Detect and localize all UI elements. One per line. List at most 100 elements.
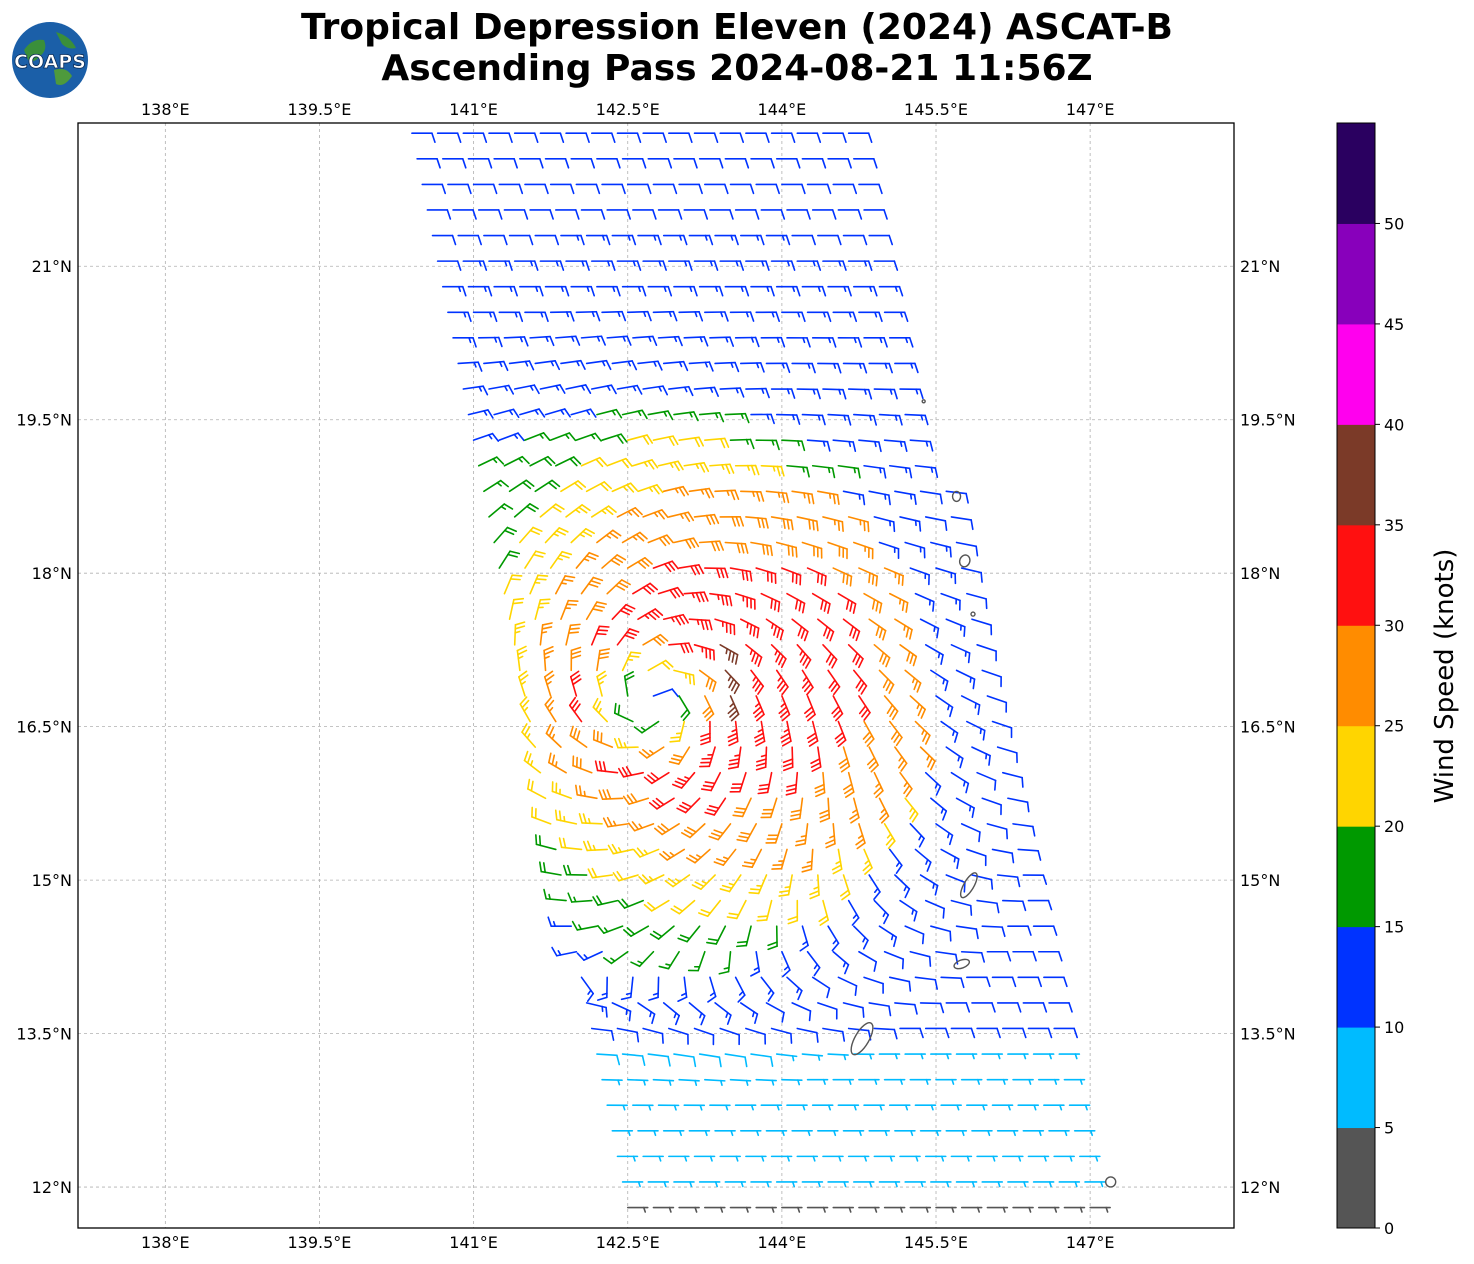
wind-barb (627, 821, 655, 832)
wind-barb (873, 899, 890, 925)
wind-barb (866, 746, 879, 773)
wind-barb (750, 1181, 772, 1188)
wind-barb (613, 702, 634, 723)
wind-barb (575, 551, 599, 569)
wind-barb (1073, 1130, 1096, 1137)
island-guam (850, 1022, 874, 1056)
wind-barb (729, 1206, 752, 1213)
wind-barb (827, 158, 852, 169)
colorbar-swatch (1337, 826, 1375, 928)
wind-barb (1037, 1078, 1060, 1085)
wind-barb (585, 601, 607, 621)
wind-barb (626, 183, 652, 195)
wind-barb (822, 260, 847, 271)
wind-barb (996, 1130, 1019, 1137)
wind-barb (745, 644, 763, 667)
wind-barb (825, 823, 836, 849)
wind-barb (842, 1002, 865, 1018)
wind-barb (652, 1206, 675, 1213)
wind-barb (981, 1181, 1004, 1188)
wind-barb (498, 432, 525, 442)
wind-barb (955, 669, 976, 690)
wind-barb (1017, 976, 1043, 988)
wind-barb (693, 644, 715, 661)
wind-barb (662, 1002, 680, 1026)
wind-barb (750, 950, 761, 977)
longitude-tick-label: 138°E (141, 1233, 190, 1252)
wind-barb (853, 1181, 875, 1188)
wind-barb (909, 1078, 932, 1085)
wind-barb (652, 435, 679, 446)
wind-barb (611, 1002, 632, 1022)
wind-barb (524, 183, 549, 195)
wind-barb (811, 976, 831, 999)
wind-barb (621, 651, 642, 672)
wind-barb (894, 490, 917, 506)
wind-barb (950, 644, 971, 664)
wind-barb (642, 385, 669, 396)
wind-barb (580, 456, 607, 468)
wind-barb (765, 823, 783, 844)
wind-barb (858, 695, 871, 721)
wind-barb (590, 625, 610, 646)
wind-barb (827, 1053, 849, 1061)
wind-barb (778, 874, 793, 897)
wind-barb (596, 285, 621, 297)
wind-barb (594, 760, 619, 774)
wind-barb (750, 541, 773, 557)
wind-barb (806, 1206, 829, 1213)
colorbar: 0 5 10 15 20 25 30 35 40 45 50 (1336, 122, 1404, 1238)
wind-barb (996, 874, 1021, 888)
wind-barb (868, 490, 891, 506)
wind-barb (582, 840, 608, 852)
wind-barb (576, 950, 603, 961)
wind-barb (539, 384, 566, 394)
wind-barb (632, 335, 658, 347)
wind-barb (1017, 1104, 1040, 1111)
wind-barb (739, 1002, 759, 1024)
longitude-labels-bottom: 138°E 139.5°E 141°E 142.5°E 144°E 145.5°E 147°… (141, 1233, 1114, 1252)
wind-barb (904, 1053, 926, 1060)
wind-barb (904, 925, 925, 945)
wind-barb (457, 234, 482, 246)
wind-barb (617, 766, 644, 778)
wind-barb (539, 861, 562, 876)
wind-barb (621, 409, 648, 420)
wind-barb (693, 386, 719, 397)
wind-barb (745, 132, 770, 144)
wind-barb (657, 335, 683, 347)
wind-barb (847, 132, 873, 144)
wind-barb (513, 384, 540, 395)
wind-barb (1048, 1002, 1073, 1013)
wind-barb (791, 618, 809, 642)
wind-barb (853, 413, 878, 426)
island-maug (921, 399, 926, 404)
wind-barb (431, 234, 457, 246)
longitude-tick-label: 141°E (449, 100, 498, 119)
wind-barb (858, 950, 878, 972)
wind-barb (598, 789, 624, 800)
wind-barb (657, 209, 683, 220)
wind-barb (755, 1078, 777, 1086)
island-alamagan (970, 611, 976, 617)
wind-barb (781, 950, 791, 978)
colorbar-tick-label: 20 (1384, 817, 1404, 836)
wind-barb (642, 1155, 664, 1162)
wind-barb (592, 895, 619, 906)
wind-barb (878, 669, 895, 694)
wind-barb (462, 260, 488, 271)
wind-barb (781, 183, 806, 195)
wind-barb (991, 720, 1013, 739)
wind-barb (971, 618, 993, 636)
wind-barb (741, 848, 763, 869)
wind-barb (571, 920, 598, 931)
wind-barb (637, 360, 663, 371)
wind-barb (1007, 1181, 1029, 1188)
wind-barb (842, 771, 855, 799)
wind-barb (714, 489, 740, 501)
wind-barb (878, 413, 903, 426)
wind-barb (755, 1206, 777, 1213)
wind-barb (811, 464, 836, 479)
wind-barb (555, 335, 581, 346)
